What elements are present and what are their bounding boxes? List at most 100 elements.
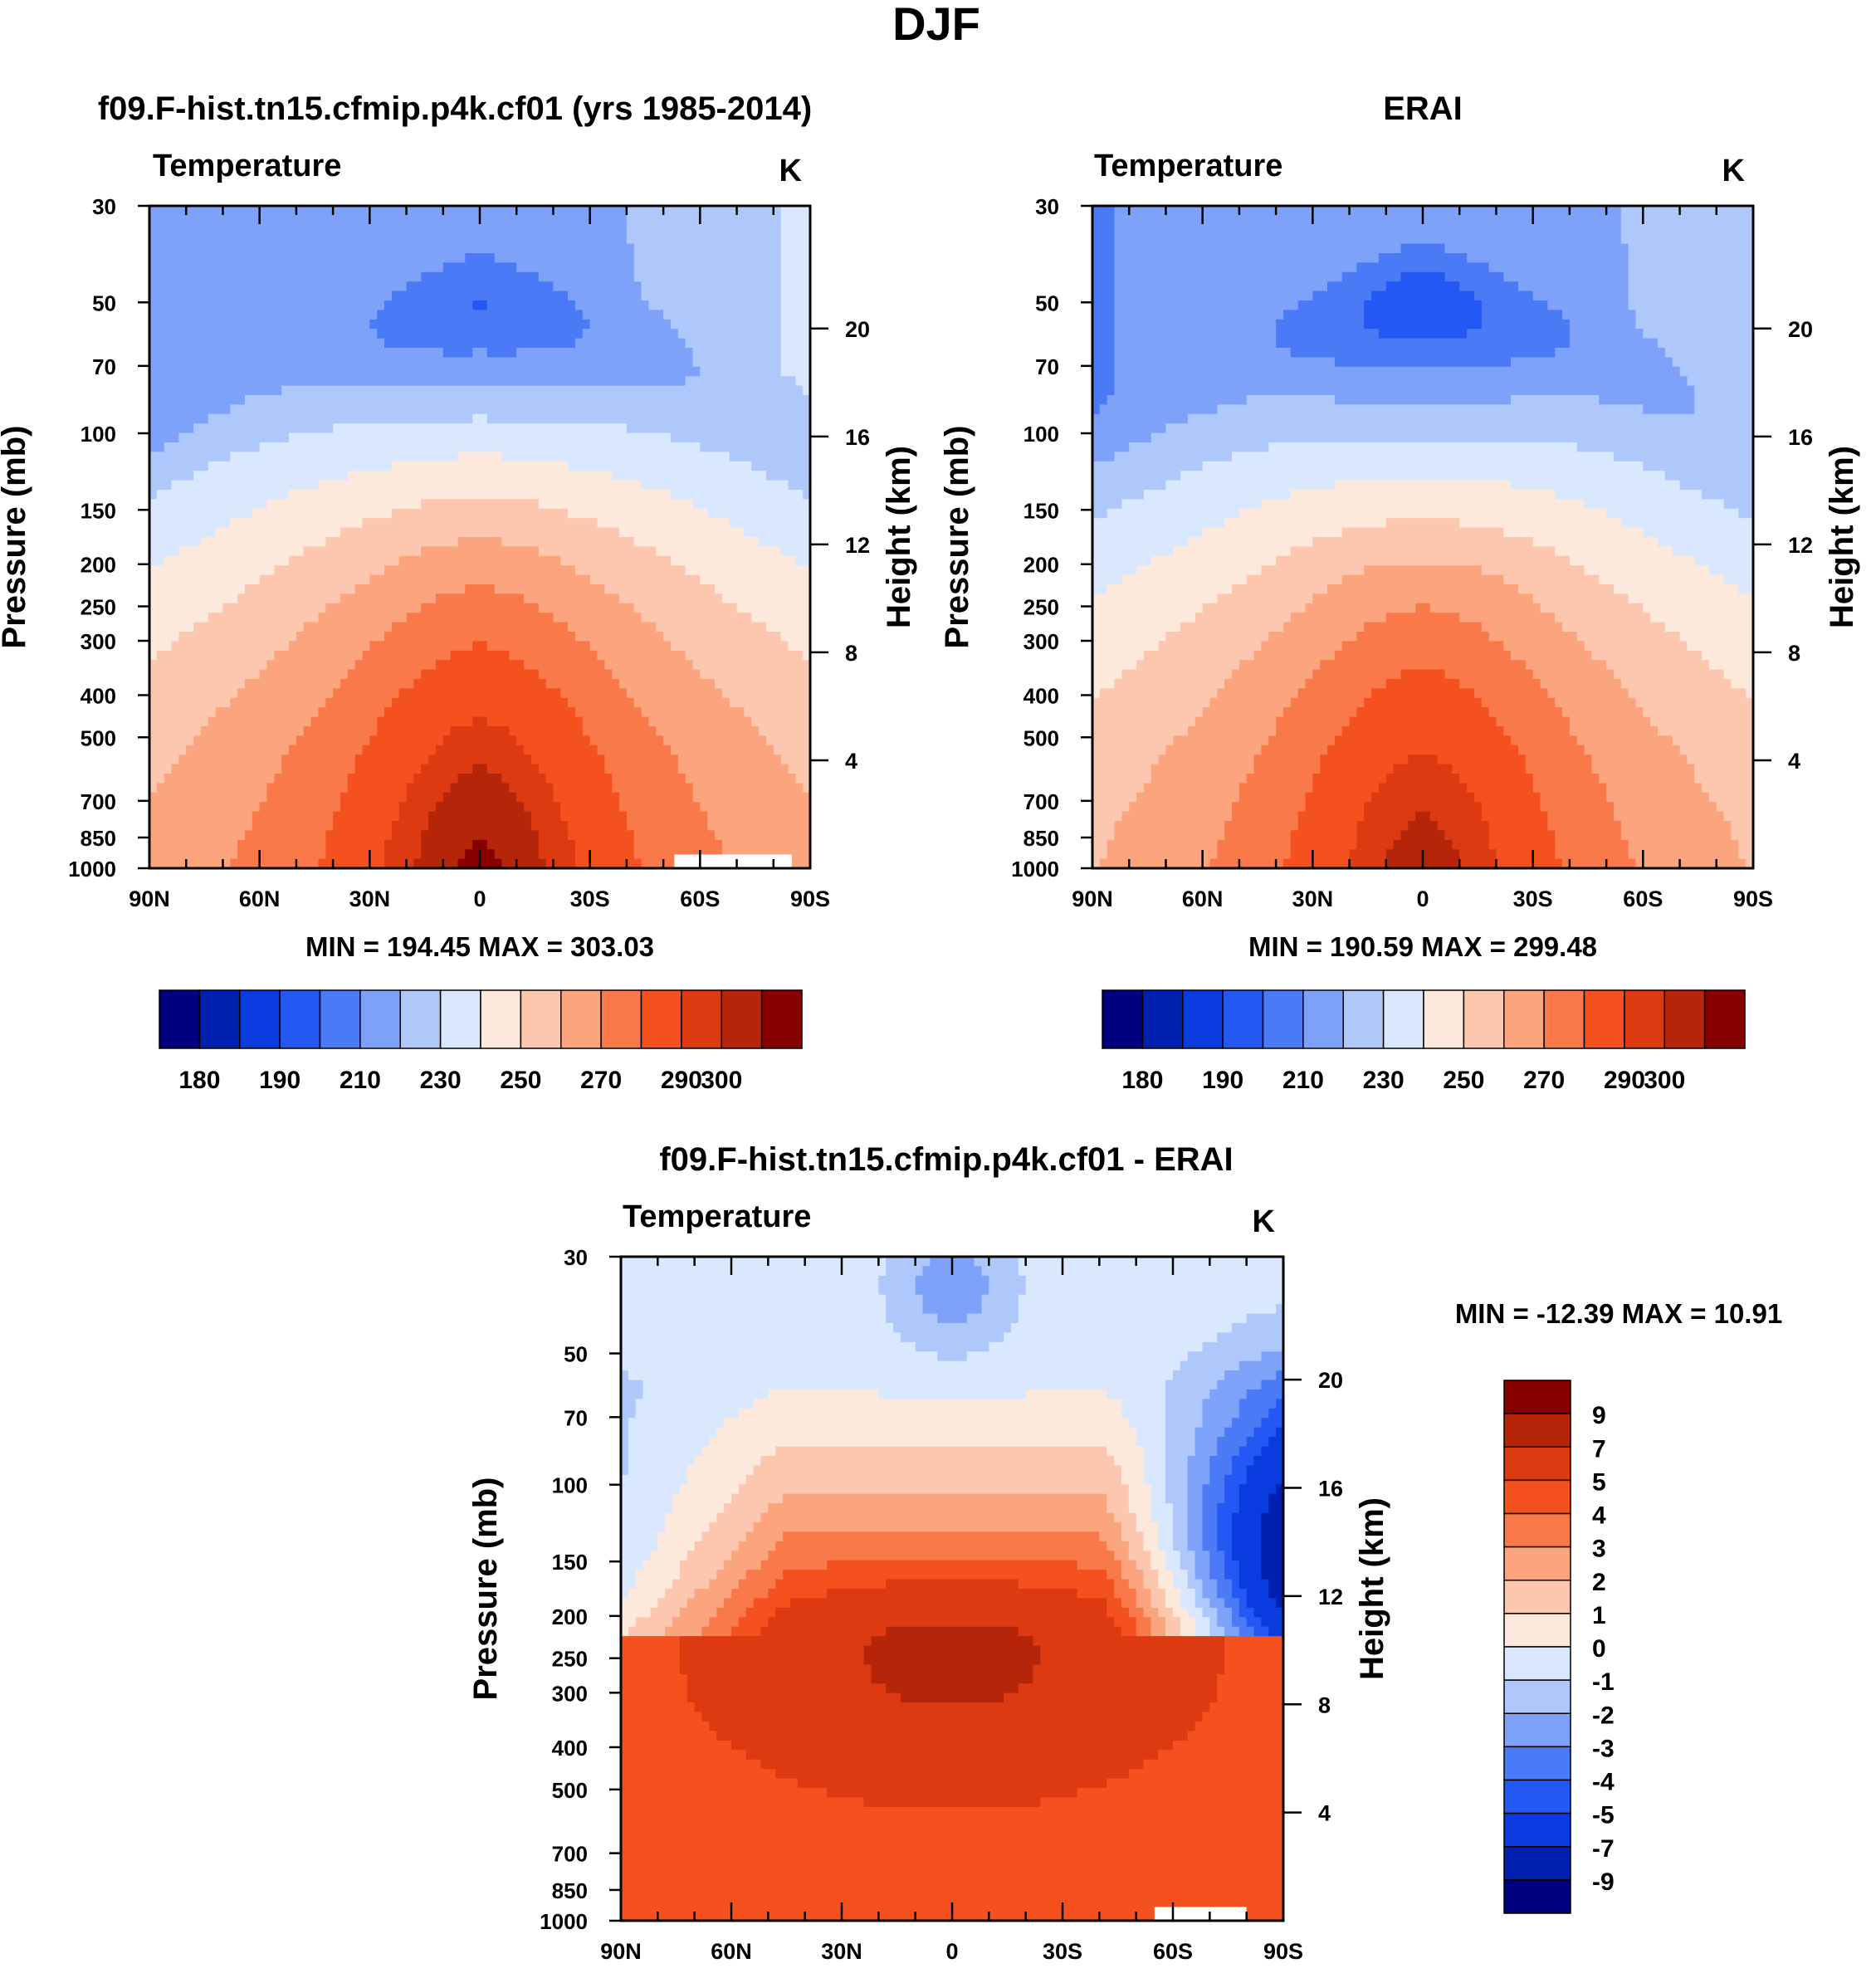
- contour-cell: [604, 660, 694, 671]
- contour-cell: [362, 650, 452, 661]
- contour-cell: [421, 271, 540, 282]
- contour-cell: [245, 830, 326, 841]
- colorbar-swatch: [1182, 989, 1224, 1049]
- contour-cell: [1224, 1474, 1248, 1485]
- contour-cell: [1532, 593, 1629, 604]
- contour-cell: [886, 1294, 924, 1305]
- contour-cell: [1077, 1560, 1122, 1570]
- contour-cell: [633, 253, 782, 263]
- contour-cell: [149, 593, 238, 604]
- contour-cell: [1261, 1418, 1284, 1429]
- contour-cell: [1114, 1589, 1137, 1599]
- colorbar-swatch: [1503, 1512, 1571, 1548]
- contour-cell: [1268, 735, 1336, 746]
- contour-cell: [1092, 830, 1116, 841]
- contour-cell: [1092, 613, 1196, 623]
- contour-cell: [465, 584, 496, 594]
- contour-cell: [671, 319, 782, 330]
- contour-cell: [701, 1626, 732, 1637]
- contour-cell: [1224, 821, 1299, 831]
- contour-cell: [560, 555, 672, 566]
- contour-cell: [1253, 1427, 1277, 1438]
- contour-cell: [149, 735, 194, 746]
- contour-cell: [1268, 1437, 1284, 1448]
- contour-cell: [621, 1437, 629, 1448]
- colorbar-label: -1: [1592, 1668, 1615, 1696]
- contour-cell: [1165, 1551, 1181, 1561]
- contour-cell: [465, 253, 496, 263]
- colorbar-label: -7: [1592, 1835, 1615, 1863]
- contour-cell: [1173, 1579, 1189, 1590]
- contour-cell: [450, 726, 510, 736]
- x-tick-label: 90S: [790, 886, 830, 911]
- contour-cell: [621, 1607, 652, 1618]
- contour-cell: [472, 716, 488, 727]
- contour-cell: [780, 319, 811, 330]
- contour-cell: [724, 1418, 1130, 1429]
- contour-cell: [333, 423, 628, 434]
- contour-cell: [751, 716, 811, 727]
- contour-cell: [1481, 565, 1585, 576]
- height-tick-label: 4: [1318, 1801, 1331, 1826]
- contour-cell: [1158, 1522, 1174, 1532]
- y-tick-label: 30: [1035, 194, 1059, 219]
- contour-cell: [1136, 1427, 1166, 1438]
- contour-cell: [1114, 1456, 1145, 1466]
- contour-cell: [1246, 574, 1343, 585]
- contour-cell: [1341, 726, 1504, 736]
- contour-cell: [621, 1702, 696, 1713]
- contour-cell: [1643, 603, 1754, 613]
- contour-cell: [1620, 679, 1732, 689]
- contour-cell: [516, 262, 635, 273]
- height-tick-label: 16: [845, 425, 870, 450]
- contour-cell: [1173, 1522, 1189, 1532]
- contour-cell: [1165, 1446, 1196, 1457]
- contour-cell: [1165, 745, 1262, 755]
- contour-cell: [775, 1769, 1130, 1780]
- contour-cell: [1188, 413, 1754, 424]
- contour-cell: [1246, 1437, 1269, 1448]
- contour-cell: [1151, 1484, 1166, 1495]
- contour-cell: [1312, 774, 1387, 784]
- contour-cell: [1378, 783, 1468, 794]
- contour-cell: [1238, 1408, 1269, 1419]
- contour-cell: [1092, 480, 1166, 491]
- contour-cell: [694, 1702, 1210, 1713]
- contour-cell: [1136, 1512, 1151, 1523]
- contour-cell: [1459, 849, 1497, 860]
- contour-cell: [1576, 735, 1673, 746]
- contour-cell: [1261, 1560, 1284, 1570]
- contour-cell: [1107, 584, 1233, 594]
- contour-cell: [692, 499, 811, 510]
- contour-cell: [377, 726, 452, 736]
- contour-cell: [149, 688, 238, 699]
- contour-cell: [1238, 1598, 1248, 1609]
- contour-cell: [1121, 1626, 1137, 1637]
- contour-cell: [621, 1427, 629, 1438]
- contour-cell: [369, 641, 473, 652]
- contour-cell: [1231, 1551, 1262, 1561]
- contour-cell: [1151, 1503, 1174, 1514]
- contour-cell: [259, 669, 349, 680]
- contour-cell: [325, 839, 385, 850]
- contour-cell: [628, 1418, 725, 1429]
- contour-cell: [1151, 1560, 1166, 1570]
- panel-units-label: K: [1722, 154, 1746, 188]
- contour-cell: [1444, 830, 1490, 841]
- contour-cell: [149, 858, 231, 869]
- contour-cell: [1562, 858, 1636, 869]
- contour-cell: [1643, 527, 1754, 538]
- contour-cell: [1334, 395, 1512, 405]
- contour-cell: [1202, 1503, 1218, 1514]
- contour-cell: [780, 215, 811, 226]
- contour-cell: [1136, 660, 1240, 671]
- contour-cell: [765, 622, 811, 632]
- contour-cell: [1121, 574, 1248, 585]
- contour-cell: [1268, 1408, 1284, 1419]
- contour-cell: [1268, 442, 1578, 452]
- contour-cell: [780, 755, 811, 765]
- contour-cell: [780, 271, 811, 282]
- contour-cell: [1708, 660, 1754, 671]
- contour-cell: [633, 603, 738, 613]
